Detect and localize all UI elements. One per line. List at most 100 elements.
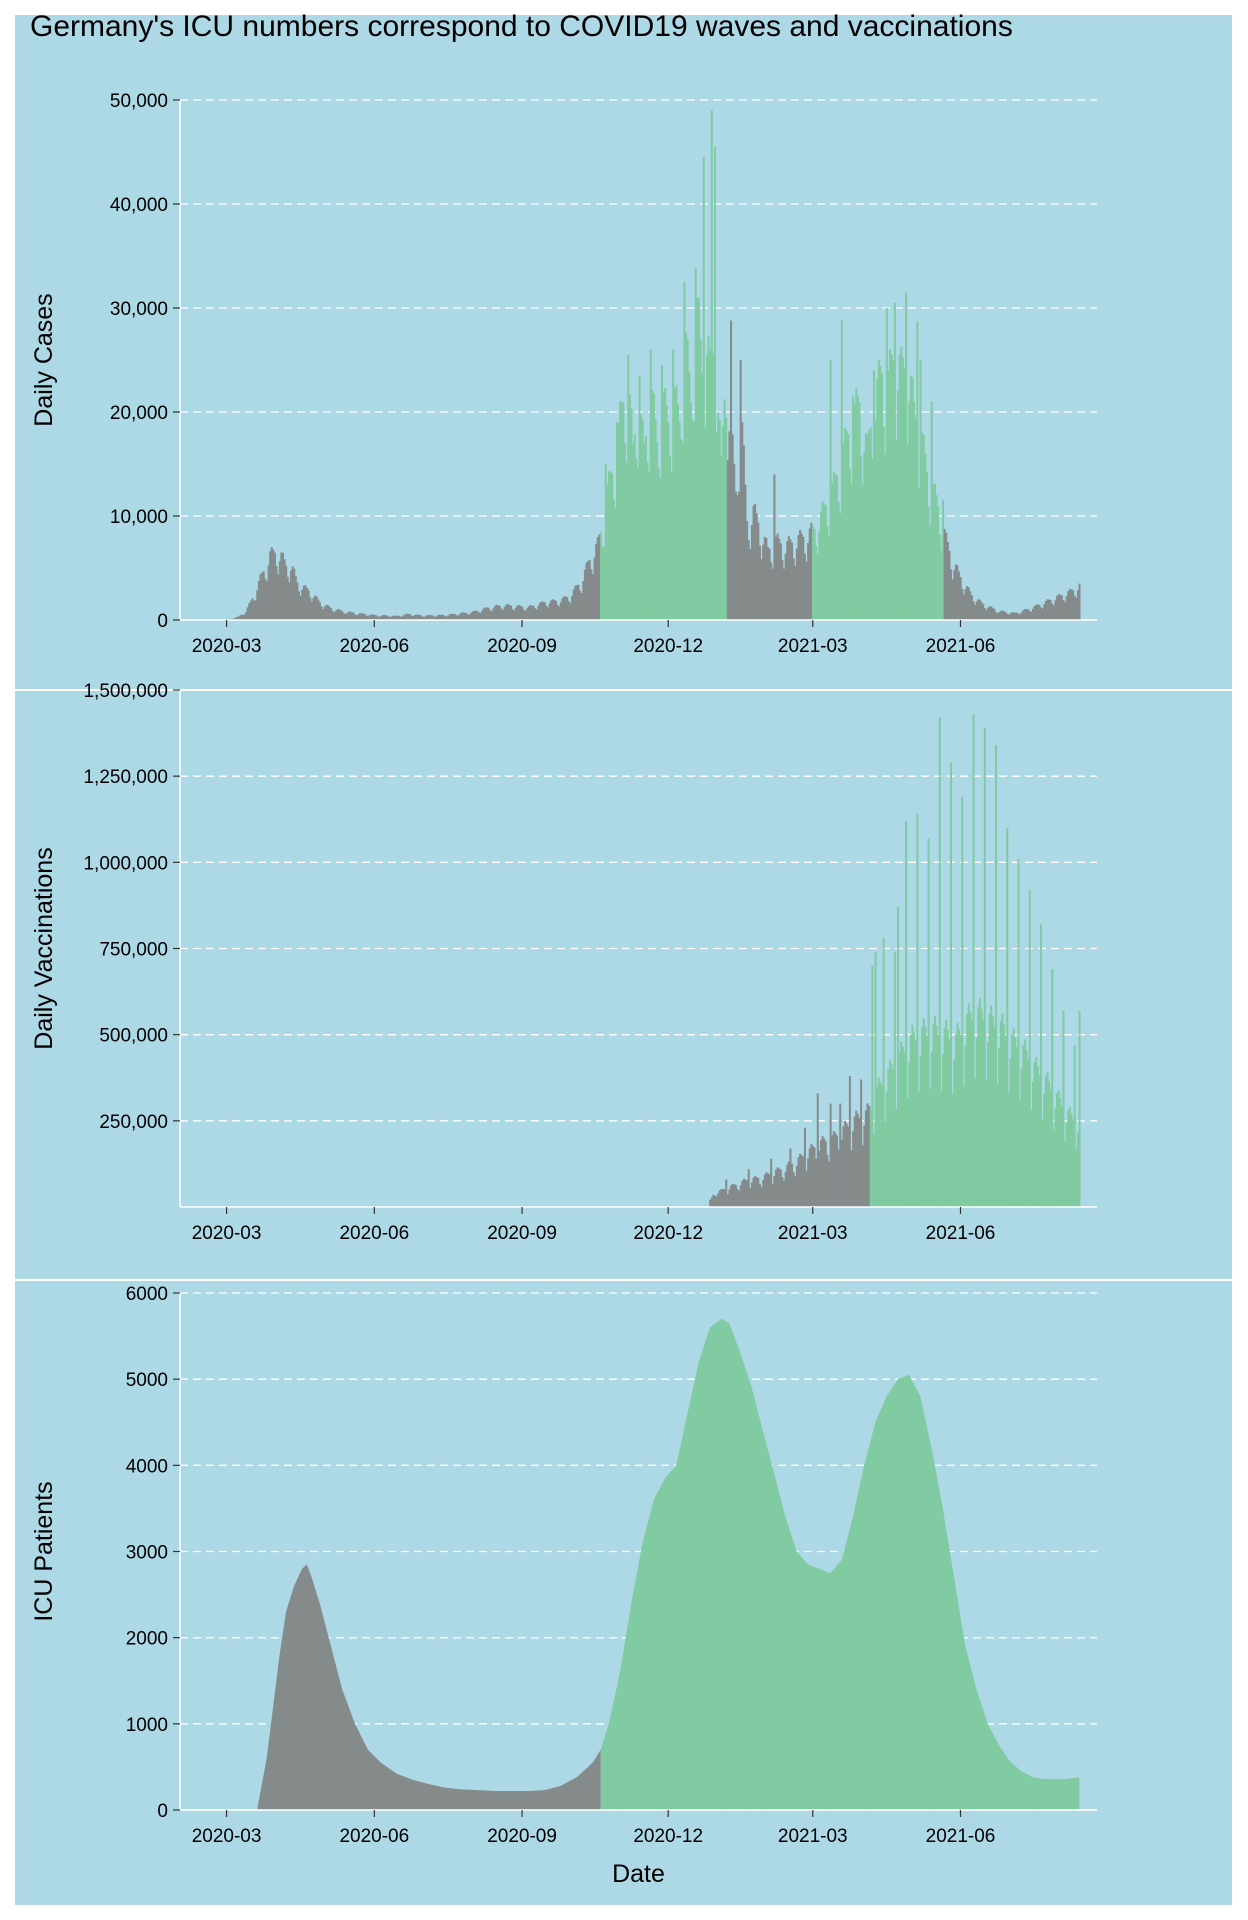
cases-bar (463, 612, 466, 620)
vaccinations-bar (972, 714, 975, 1207)
vaccinations-bar (752, 1177, 755, 1207)
cases-bar (412, 616, 415, 620)
cases-bar (1072, 590, 1075, 620)
cases-bar (917, 488, 920, 620)
cases-x-tick-label: 2020-12 (633, 636, 703, 657)
vaccinations-bar (946, 1029, 949, 1207)
vaccinations-bar (970, 1020, 973, 1207)
cases-bar (248, 603, 251, 620)
cases-bar (726, 460, 729, 620)
vaccinations-bar (722, 1189, 725, 1207)
vaccinations-y-tick-label: 250,000 (99, 1112, 168, 1133)
vaccinations-bar (1038, 1075, 1041, 1207)
cases-bar (773, 474, 776, 620)
cases-bar (887, 370, 890, 620)
cases-bar (368, 615, 371, 620)
vaccinations-bar (1052, 1129, 1055, 1207)
cases-bar (625, 462, 628, 620)
cases-bar (680, 439, 683, 620)
vaccinations-bar (755, 1177, 758, 1207)
cases-bar (693, 421, 696, 620)
cases-bar (771, 568, 774, 620)
vaccinations-bar (813, 1147, 816, 1207)
vaccinations-bar (847, 1126, 850, 1207)
cases-bar (921, 432, 924, 620)
cases-bar (905, 292, 908, 620)
cases-bar (762, 544, 765, 620)
cases-bar (972, 601, 975, 620)
cases-bar (975, 601, 978, 620)
vaccinations-bar (983, 727, 986, 1207)
cases-bar (630, 408, 633, 620)
cases-bar (1001, 610, 1004, 620)
cases-bar (861, 484, 864, 620)
cases-bar (677, 404, 680, 620)
vaccinations-bar (795, 1165, 798, 1207)
cases-bar (540, 601, 543, 620)
cases-bar (604, 464, 607, 620)
cases-bar (836, 475, 839, 620)
cases-bar (323, 606, 326, 620)
cases-bar (768, 548, 771, 620)
cases-bar (1030, 611, 1033, 620)
vaccinations-bar (901, 1046, 904, 1207)
cases-bar (633, 433, 636, 620)
cases-bar (315, 596, 318, 620)
cases-bar (914, 417, 917, 620)
vaccinations-bar (1011, 1034, 1014, 1207)
cases-bar (265, 581, 268, 620)
cases-bar (538, 602, 541, 620)
cases-bar (304, 585, 307, 620)
cases-bar (649, 349, 652, 620)
cases-bar (309, 597, 312, 620)
icu-area-gray (257, 1564, 601, 1810)
cases-bar (561, 598, 564, 620)
vaccinations-bar (765, 1172, 768, 1207)
cases-bar (959, 577, 962, 620)
cases-bar (789, 539, 792, 620)
cases-bar (436, 615, 439, 620)
vaccinations-bar (869, 1108, 872, 1207)
icu-x-tick-label: 2020-06 (339, 1826, 409, 1847)
cases-bar (465, 612, 468, 620)
cases-bar (802, 536, 805, 620)
cases-bar (490, 611, 493, 620)
cases-bar (396, 615, 399, 620)
cases-bar (389, 617, 392, 620)
cases-bar (750, 524, 753, 620)
cases-bar (501, 609, 504, 620)
cases-bar (893, 302, 896, 620)
cases-bar (513, 610, 516, 620)
cases-bar (270, 547, 273, 620)
cases-bar (365, 615, 368, 620)
cases-bar (927, 506, 930, 620)
cases-bar (770, 562, 773, 620)
cases-bar (542, 601, 545, 620)
vaccinations-bar (1051, 969, 1054, 1207)
cases-bar (1070, 589, 1073, 620)
vaccinations-bar (1065, 1122, 1068, 1207)
cases-bar (481, 610, 484, 620)
vaccinations-bar (917, 1091, 920, 1207)
vaccinations-bar (1048, 1080, 1051, 1207)
vaccinations-bar (1078, 1010, 1081, 1207)
cases-bar (375, 615, 378, 620)
icu-y-tick-label: 0 (157, 1801, 168, 1822)
cases-bar (656, 442, 659, 620)
vaccinations-y-tick-label: 1,000,000 (83, 853, 168, 874)
cases-bar (569, 603, 572, 620)
cases-bar (588, 559, 591, 620)
vaccinations-bar (1023, 1039, 1026, 1207)
cases-bar (331, 610, 334, 620)
vaccinations-bar (1070, 1113, 1073, 1207)
cases-bar (834, 474, 837, 620)
cases-bar (1044, 600, 1047, 620)
vaccinations-bar (945, 1019, 948, 1207)
vaccinations-bar (739, 1185, 742, 1207)
cases-bar (267, 565, 270, 620)
cases-bar (900, 347, 903, 620)
vaccinations-bar (982, 1019, 985, 1207)
cases-bar (643, 443, 646, 620)
vaccinations-bar (999, 1020, 1002, 1207)
cases-bar (640, 414, 643, 620)
